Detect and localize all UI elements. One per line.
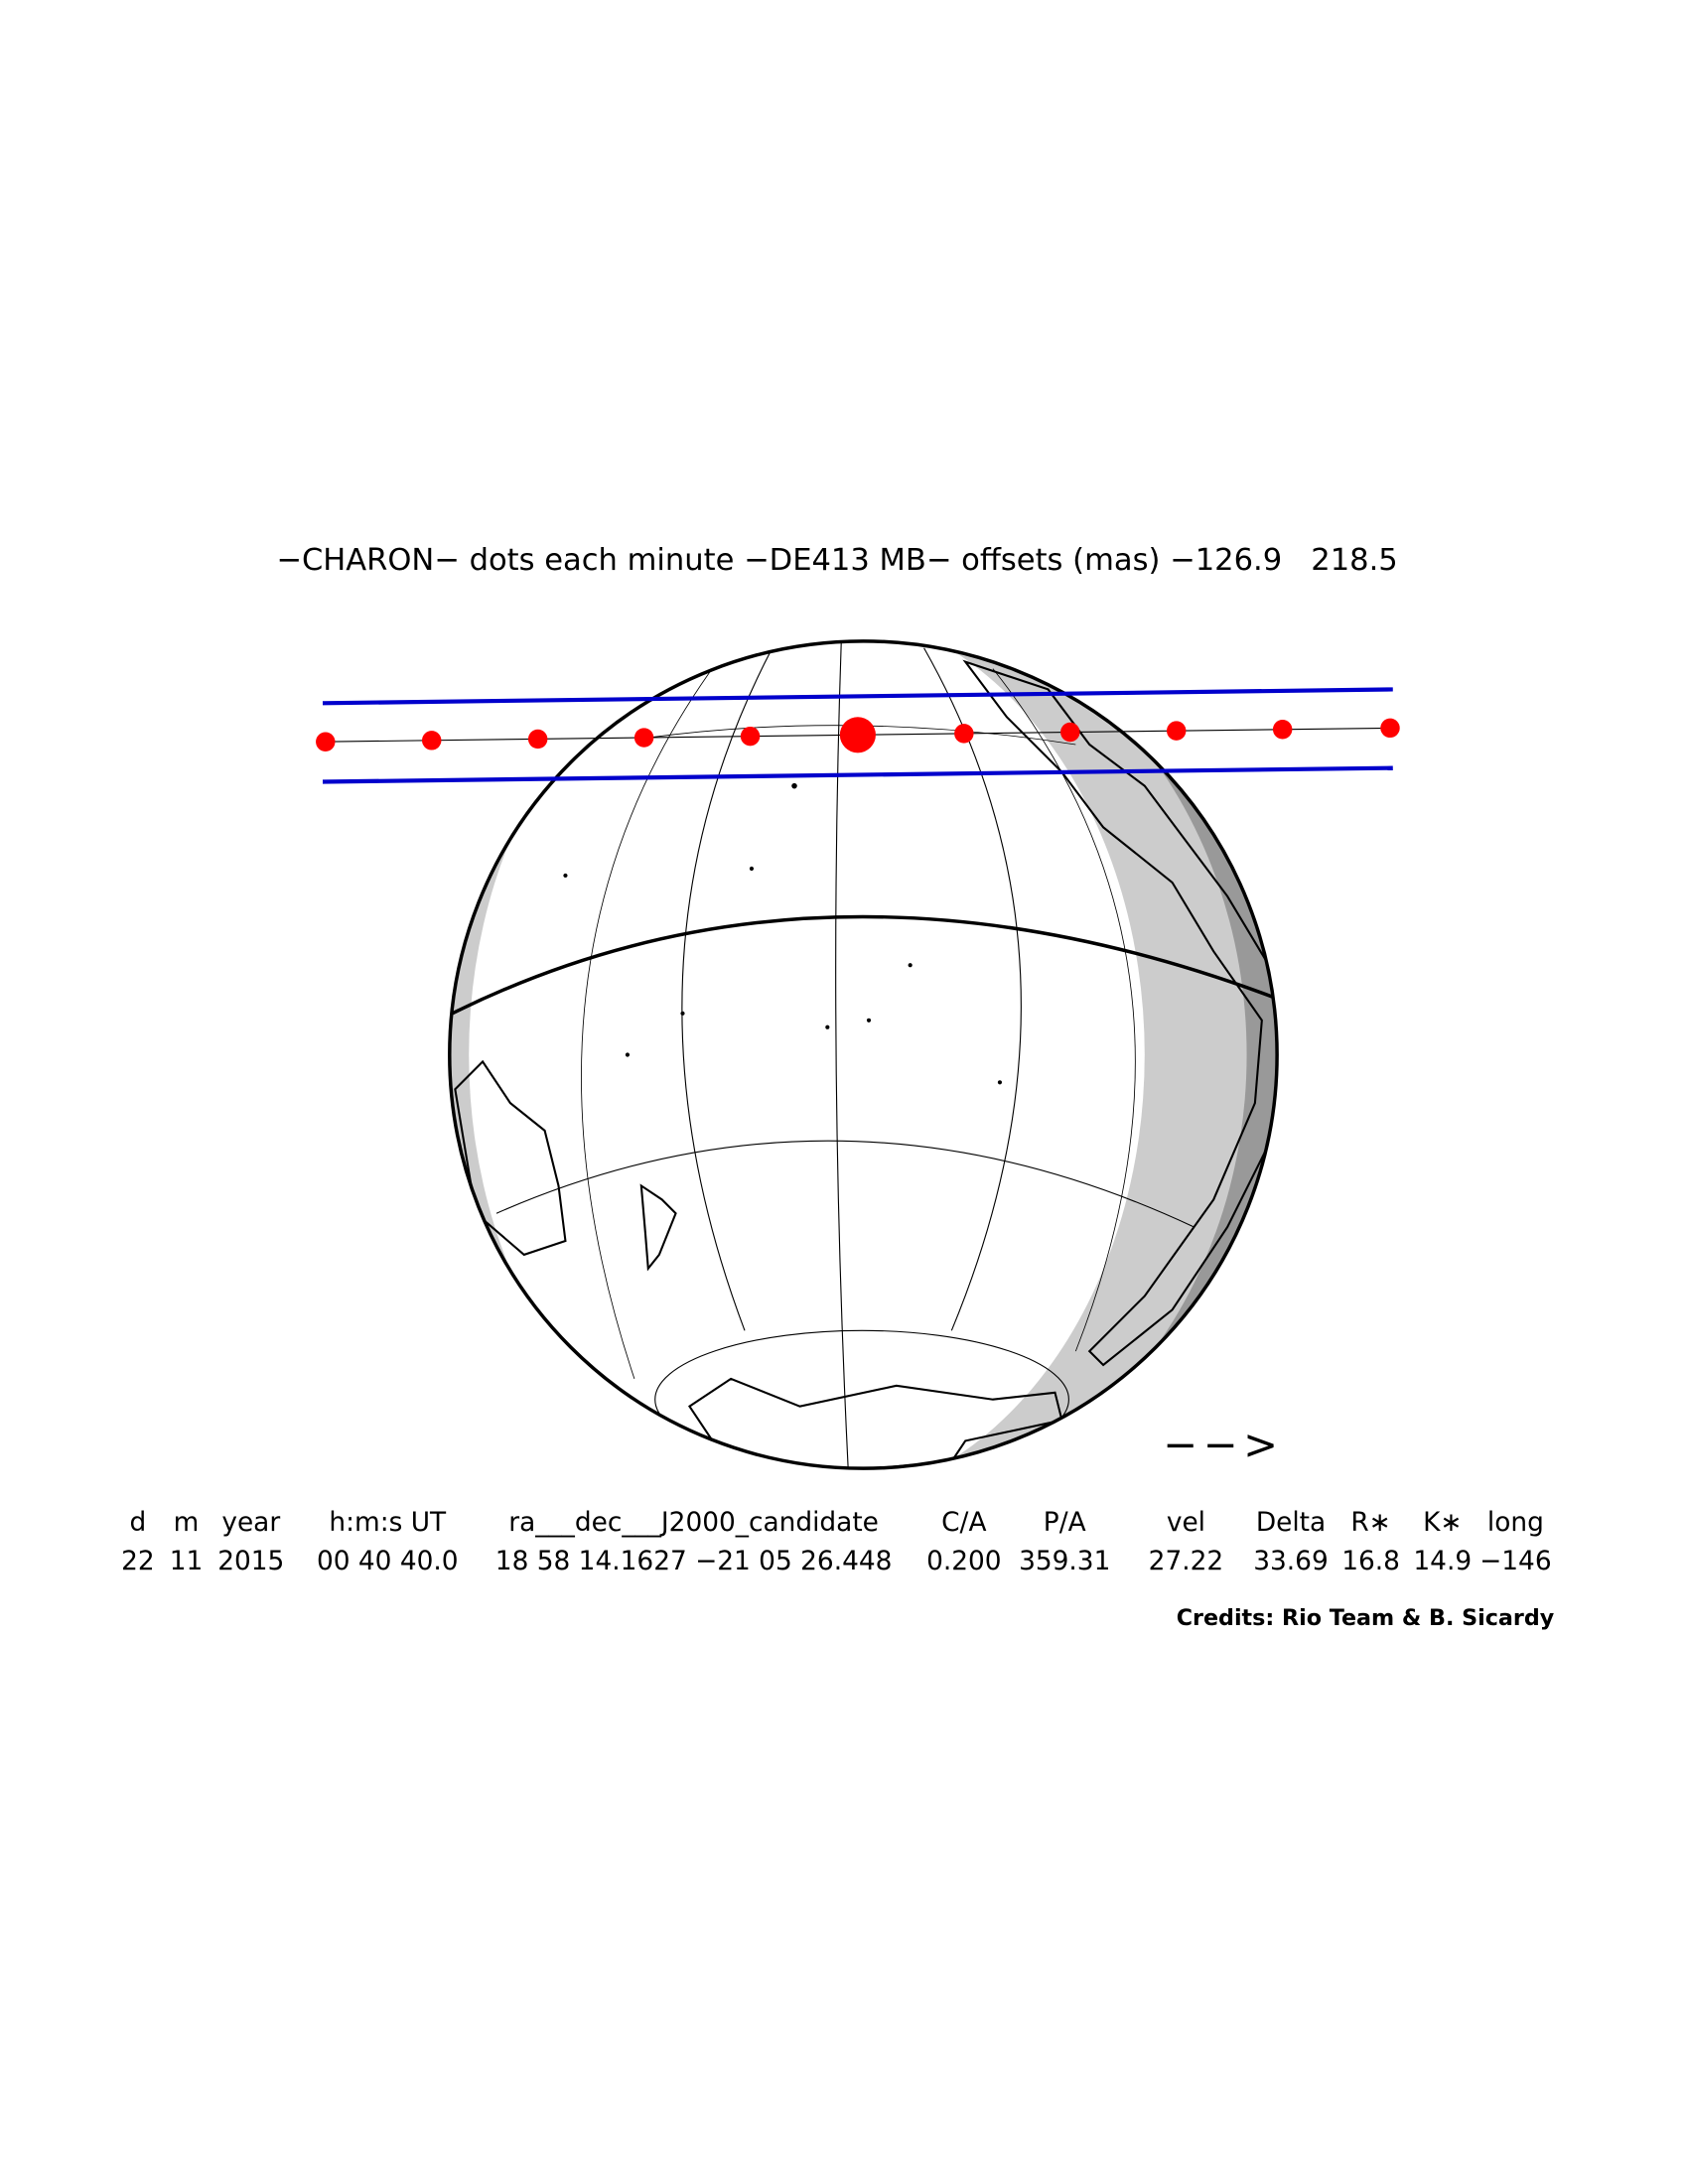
column-header: year <box>221 1508 280 1538</box>
table-cell: 27.22 <box>1149 1547 1224 1576</box>
direction-arrow: −−> <box>1163 1420 1283 1468</box>
table-cell: −146 <box>1479 1547 1551 1576</box>
column-header: R∗ <box>1350 1508 1390 1538</box>
minute-dots <box>316 717 1400 753</box>
table-cell: 11 <box>170 1547 204 1576</box>
map-title: −CHARON− dots each minute −DE413 MB− off… <box>276 543 1397 578</box>
table-cell: 18 58 14.1627 −21 05 26.448 <box>495 1547 893 1576</box>
column-header: Delta <box>1256 1508 1326 1538</box>
column-header: d <box>130 1508 147 1538</box>
table-cell: 33.69 <box>1253 1547 1329 1576</box>
credits: Credits: Rio Team & B. Sicardy <box>1177 1605 1555 1631</box>
column-header: ra___dec___J2000_candidate <box>508 1508 879 1538</box>
column-header: K∗ <box>1423 1508 1462 1538</box>
column-header: long <box>1487 1508 1544 1538</box>
table-cell: 2015 <box>217 1547 284 1576</box>
table-cell: 0.200 <box>926 1547 1002 1576</box>
column-header: P/A <box>1044 1508 1086 1538</box>
column-header: m <box>174 1508 200 1538</box>
table-cell: 14.9 <box>1413 1547 1472 1576</box>
table-cell: 16.8 <box>1341 1547 1400 1576</box>
table-cell: 359.31 <box>1019 1547 1110 1576</box>
globe <box>316 639 1400 1470</box>
table-cell: 00 40 40.0 <box>317 1547 459 1576</box>
circumstances-table: d m year h:m:s UT ra___dec___J2000_candidate… <box>121 1508 1552 1576</box>
column-header: C/A <box>941 1508 986 1538</box>
table-cell: 22 <box>121 1547 155 1576</box>
column-header: vel <box>1167 1508 1205 1538</box>
column-header: h:m:s UT <box>329 1508 447 1538</box>
